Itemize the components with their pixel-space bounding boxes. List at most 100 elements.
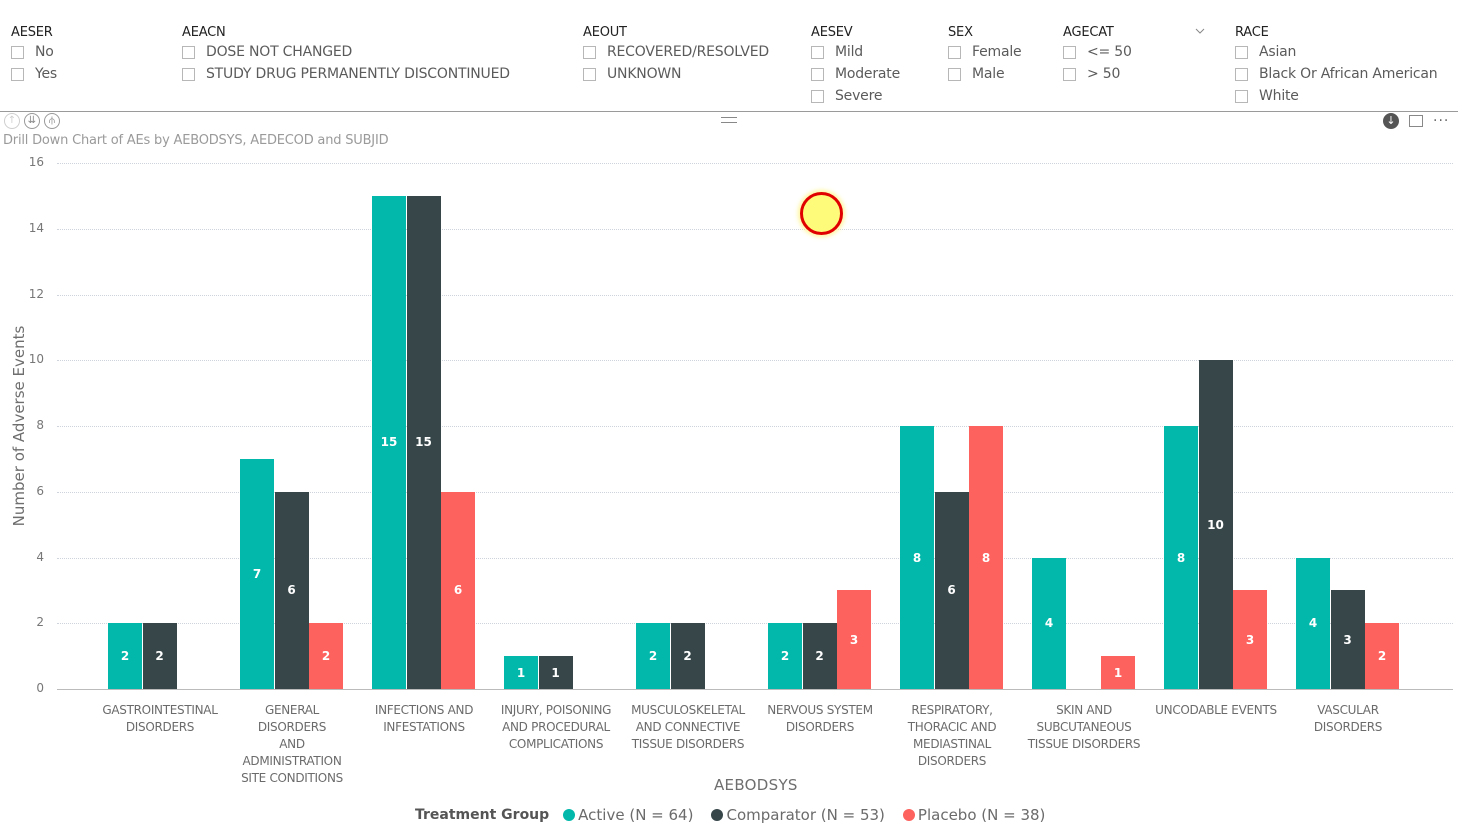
slicer-option[interactable]: Asian — [1223, 41, 1437, 63]
bar-active[interactable]: 7 — [240, 458, 274, 689]
checkbox[interactable] — [1063, 67, 1076, 81]
slicer-option-label: STUDY DRUG PERMANENTLY DISCONTINUED — [206, 66, 510, 82]
chart-title: Drill Down Chart of AEs by AEBODSYS, AED… — [3, 133, 389, 148]
bar-active[interactable]: 1 — [504, 656, 538, 689]
x-tick-label[interactable]: VASCULAR DISORDERS — [1286, 702, 1410, 736]
bar-comparator[interactable]: 10 — [1198, 360, 1233, 689]
checkbox[interactable] — [948, 67, 961, 81]
checkbox[interactable] — [11, 67, 24, 81]
slicer-option-label: <= 50 — [1087, 44, 1132, 60]
slicer-option[interactable]: <= 50 — [1051, 41, 1132, 63]
slicer-option[interactable]: RECOVERED/RESOLVED — [571, 41, 769, 63]
checkbox[interactable] — [1235, 67, 1248, 81]
checkbox[interactable] — [1235, 89, 1248, 103]
checkbox[interactable] — [811, 89, 824, 103]
legend-item-placebo[interactable]: Placebo (N = 38) — [902, 806, 1045, 824]
drag-handle-icon[interactable] — [721, 117, 737, 123]
x-tick-label[interactable]: INJURY, POISONING AND PROCEDURAL COMPLICAT… — [494, 702, 618, 753]
drill-down-all-icon[interactable]: ⇊ — [24, 113, 40, 129]
checkbox[interactable] — [11, 45, 24, 59]
bar-comparator[interactable]: 2 — [142, 623, 177, 689]
bar-comparator[interactable]: 15 — [406, 195, 441, 689]
y-tick-label: 4 — [36, 549, 44, 564]
slicer-option[interactable]: STUDY DRUG PERMANENTLY DISCONTINUED — [170, 63, 510, 85]
x-tick-label[interactable]: NERVOUS SYSTEM DISORDERS — [758, 702, 882, 736]
bar-placebo[interactable]: 1 — [1101, 656, 1135, 689]
bar-active[interactable]: 8 — [900, 426, 934, 689]
bar-comparator[interactable]: 2 — [802, 623, 837, 689]
bar-placebo[interactable]: 6 — [441, 491, 475, 689]
x-tick-label[interactable]: UNCODABLE EVENTS — [1154, 702, 1278, 719]
checkbox[interactable] — [811, 67, 824, 81]
x-tick-label[interactable]: SKIN AND SUBCUTANEOUS TISSUE DISORDERS — [1022, 702, 1146, 753]
slicer-option[interactable]: DOSE NOT CHANGED — [170, 41, 510, 63]
slicer-option[interactable]: UNKNOWN — [571, 63, 769, 85]
bar-active[interactable]: 15 — [372, 195, 406, 689]
slicer-option[interactable]: No — [0, 41, 57, 63]
bar-active[interactable]: 2 — [636, 623, 670, 689]
bar-active[interactable]: 2 — [768, 623, 802, 689]
x-tick-label[interactable]: GASTROINTESTINAL DISORDERS — [98, 702, 222, 736]
bar-group: 4 3 2 — [1296, 163, 1400, 689]
slicer-option[interactable]: Severe — [799, 85, 900, 107]
legend-item-comparator[interactable]: Comparator (N = 53) — [711, 806, 885, 824]
x-tick-label[interactable]: MUSCULOSKELETAL AND CONNECTIVE TISSUE DISO… — [626, 702, 750, 753]
expand-hierarchy-icon[interactable]: ⫛ — [44, 113, 60, 129]
more-options-icon[interactable]: ··· — [1433, 113, 1450, 129]
checkbox[interactable] — [182, 67, 195, 81]
checkbox[interactable] — [1063, 45, 1076, 59]
bar-comparator[interactable]: 6 — [274, 491, 309, 689]
x-tick-label-line: UNCODABLE EVENTS — [1155, 703, 1277, 717]
slicer-option-label: Female — [972, 44, 1022, 60]
x-tick-label[interactable]: RESPIRATORY, THORACIC AND MEDIASTINAL DISOR… — [890, 702, 1014, 770]
bar-placebo[interactable]: 3 — [1233, 590, 1267, 689]
download-icon[interactable]: ↓ — [1383, 113, 1399, 129]
x-tick-label[interactable]: INFECTIONS AND INFESTATIONS — [362, 702, 486, 736]
bar-placebo[interactable]: 3 — [837, 590, 871, 689]
bar-active[interactable]: 4 — [1032, 557, 1066, 689]
slicer-option-label: No — [35, 44, 54, 60]
slicer-aeout: AEOUT RECOVERED/RESOLVED UNKNOWN — [571, 24, 769, 85]
slicer-option[interactable]: > 50 — [1051, 63, 1132, 85]
slicer-option[interactable]: Moderate — [799, 63, 900, 85]
bar-active[interactable]: 8 — [1164, 426, 1198, 689]
data-label: 4 — [1044, 616, 1054, 631]
bar-placebo[interactable]: 2 — [309, 623, 343, 689]
data-label: 3 — [1343, 632, 1352, 647]
legend-item-active[interactable]: Active (N = 64) — [563, 806, 693, 824]
checkbox[interactable] — [583, 67, 596, 81]
y-tick-label: 14 — [28, 220, 44, 235]
bar-comparator[interactable]: 1 — [538, 656, 573, 689]
slicer-option[interactable]: Black Or African American — [1223, 63, 1438, 85]
bar-comparator[interactable]: 3 — [1330, 590, 1365, 689]
x-tick-label[interactable]: GENERAL DISORDERS AND ADMINISTRATION SITE C… — [230, 702, 354, 787]
bar-active[interactable]: 2 — [108, 623, 142, 689]
bar-comparator[interactable]: 2 — [670, 623, 705, 689]
y-tick-label: 10 — [28, 352, 44, 367]
bar-active[interactable]: 4 — [1296, 557, 1330, 689]
drill-up-icon[interactable]: ↑ — [4, 113, 20, 129]
bar-placebo[interactable]: 8 — [969, 426, 1003, 689]
slicer-option-label: RECOVERED/RESOLVED — [607, 44, 769, 60]
checkbox[interactable] — [1235, 45, 1248, 59]
bar-comparator[interactable]: 6 — [934, 491, 969, 689]
x-tick-label-line: GASTROINTESTINAL — [102, 703, 218, 717]
data-label: 2 — [780, 649, 790, 664]
y-tick-label: 8 — [36, 418, 44, 432]
focus-mode-icon[interactable] — [1409, 115, 1423, 127]
chevron-down-icon[interactable] — [1194, 25, 1206, 37]
slicer-option[interactable]: Yes — [0, 63, 57, 85]
legend-dot-icon — [711, 809, 724, 821]
checkbox[interactable] — [583, 45, 596, 59]
slicer-option[interactable]: Mild — [799, 41, 900, 63]
checkbox[interactable] — [182, 45, 195, 59]
visual-actions: ↓ ··· — [1383, 113, 1449, 129]
slicer-option[interactable]: White — [1223, 85, 1437, 107]
checkbox[interactable] — [948, 45, 961, 59]
checkbox[interactable] — [811, 45, 824, 59]
data-label: 6 — [287, 583, 296, 598]
bar-placebo[interactable]: 2 — [1365, 623, 1399, 689]
slicer-option[interactable]: Male — [936, 63, 1021, 85]
slicer-option[interactable]: Female — [936, 41, 1022, 63]
